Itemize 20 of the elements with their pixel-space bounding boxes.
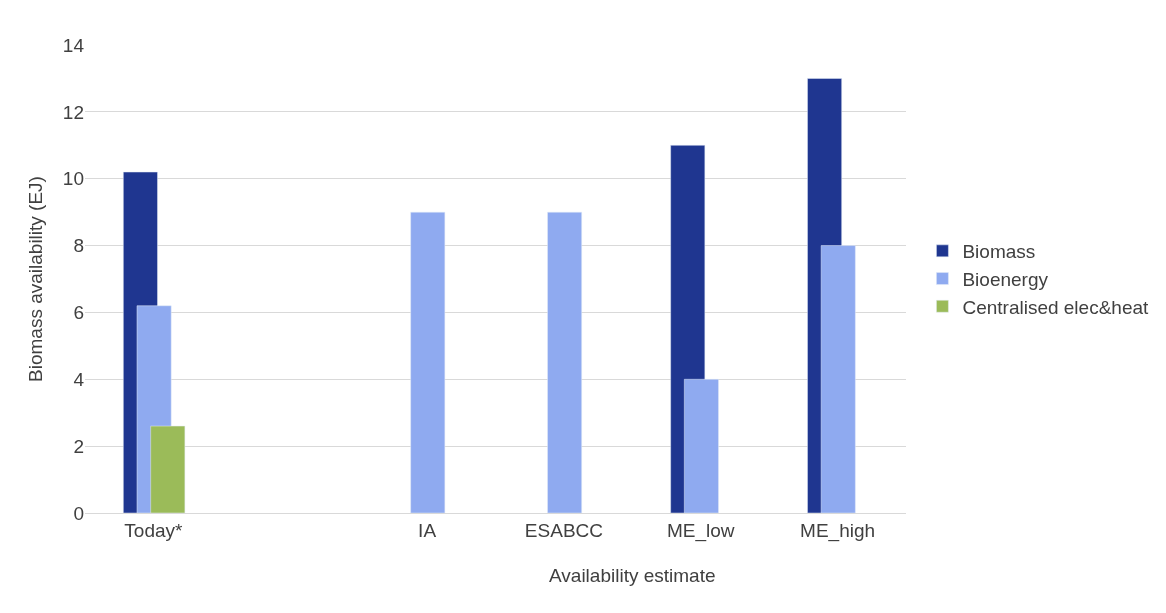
y-tick-label: 14 (62, 34, 85, 56)
bar (547, 211, 582, 513)
y-axis-title: Biomass availability (EJ) (24, 176, 46, 382)
y-tick-label: 4 (73, 368, 85, 390)
y-tick-label: 2 (73, 435, 84, 457)
x-tick-label: ESABCC (524, 519, 603, 541)
x-axis-title: Availability estimate (549, 565, 716, 586)
x-tick-label: ME_high (800, 519, 876, 542)
bar (410, 211, 446, 513)
y-tick-label: 6 (73, 302, 84, 324)
y-tick-label: 0 (73, 502, 84, 524)
x-tick-label: Today* (124, 519, 184, 541)
y-tick-label: 8 (73, 235, 84, 257)
y-tick-label: 12 (62, 101, 84, 123)
legend-label: Centralised elec&heat (962, 296, 1150, 318)
x-tick-label: IA (418, 519, 437, 541)
legend-label: Bioenergy (962, 268, 1049, 290)
x-tick-label: ME_low (666, 519, 735, 542)
y-tick-label: 10 (62, 168, 84, 190)
legend-label: Biomass (962, 241, 1036, 263)
